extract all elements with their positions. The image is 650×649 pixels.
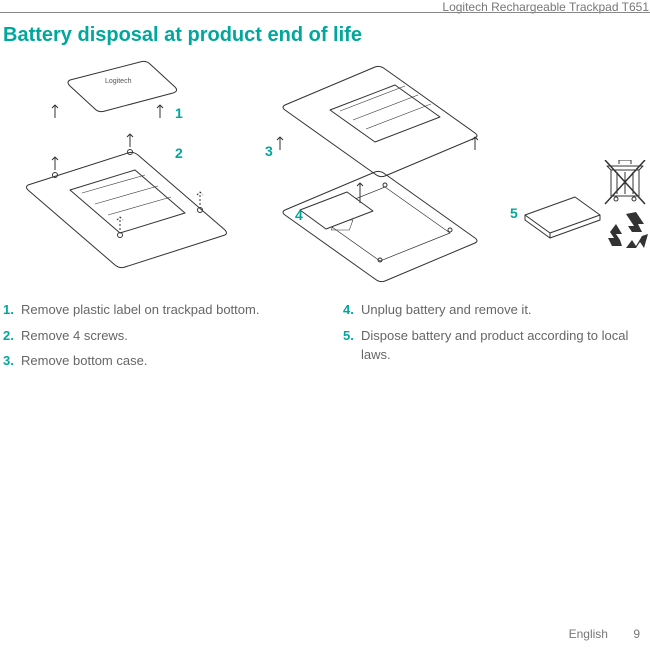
instructions: 1. Remove plastic label on trackpad bott…: [3, 300, 643, 377]
step-row: 5. Dispose battery and product according…: [343, 326, 643, 365]
step-row: 3. Remove bottom case.: [3, 351, 303, 371]
step-num: 1.: [3, 300, 21, 320]
callout-1: 1: [175, 105, 183, 121]
step-num: 3.: [3, 351, 21, 371]
step-num: 5.: [343, 326, 361, 365]
step-row: 1. Remove plastic label on trackpad bott…: [3, 300, 303, 320]
section-title: Battery disposal at product end of life: [3, 24, 362, 47]
footer-language: English: [569, 627, 608, 641]
svg-text:Logitech: Logitech: [105, 78, 132, 85]
diagram-middle: [255, 55, 515, 285]
step-text: Remove 4 screws.: [21, 326, 303, 346]
step-num: 2.: [3, 326, 21, 346]
callout-2: 2: [175, 145, 183, 161]
step-row: 2. Remove 4 screws.: [3, 326, 303, 346]
callout-5: 5: [510, 205, 518, 221]
step-text: Dispose battery and product according to…: [361, 326, 643, 365]
step-num: 4.: [343, 300, 361, 320]
page-footer: English 9: [569, 627, 640, 641]
callout-4: 4: [295, 207, 303, 223]
diagram-left: Logitech: [0, 55, 250, 285]
instructions-col-left: 1. Remove plastic label on trackpad bott…: [3, 300, 303, 377]
step-text: Remove plastic label on trackpad bottom.: [21, 300, 303, 320]
product-name: Logitech Rechargeable Trackpad T651: [442, 0, 650, 16]
step-row: 4. Unplug battery and remove it.: [343, 300, 643, 320]
step-text: Remove bottom case.: [21, 351, 303, 371]
footer-page-number: 9: [633, 627, 640, 641]
header-rule: [0, 12, 650, 13]
instructions-col-right: 4. Unplug battery and remove it. 5. Disp…: [343, 300, 643, 377]
diagram-right: [520, 160, 650, 280]
diagram-area: Logitech 1 2: [0, 55, 650, 285]
step-text: Unplug battery and remove it.: [361, 300, 643, 320]
callout-3: 3: [265, 143, 273, 159]
